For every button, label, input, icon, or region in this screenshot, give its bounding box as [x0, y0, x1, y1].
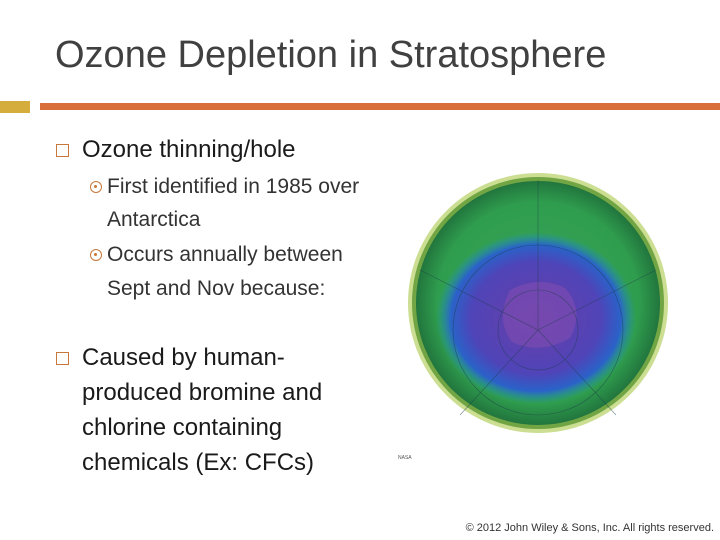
copyright: © 2012 John Wiley & Sons, Inc. All right… — [465, 522, 714, 534]
antarctica — [502, 281, 577, 348]
ozone-image — [408, 173, 668, 433]
slide-title: Ozone Depletion in Stratosphere — [55, 34, 607, 76]
sub-bullet-text: Occurs annually between Sept and Nov bec… — [107, 243, 343, 300]
grid-lines — [419, 180, 657, 416]
title-rule — [40, 103, 720, 110]
sub-bullet-text: First identified in 1985 over Antarctica — [107, 175, 360, 231]
image-credit: NASA — [398, 455, 412, 461]
accent-bar — [0, 101, 30, 113]
globe-rim — [408, 173, 668, 433]
bullet-marker — [56, 144, 69, 157]
sub-bullet-marker — [90, 249, 102, 261]
bullet-text: Caused by human-produced bromine and chl… — [82, 344, 323, 476]
bullet-text: Ozone thinning/hole — [82, 136, 296, 163]
bullet-marker — [56, 352, 69, 365]
sub-bullet-marker — [90, 181, 102, 193]
